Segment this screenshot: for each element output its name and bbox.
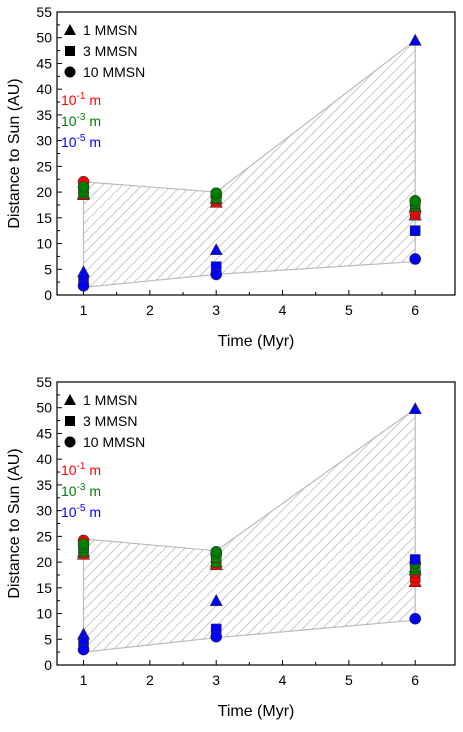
y-tick-label: 40 bbox=[36, 451, 52, 467]
y-tick-label: 5 bbox=[44, 261, 52, 277]
legend-square-icon bbox=[65, 416, 75, 426]
x-tick-label: 5 bbox=[345, 672, 353, 688]
legend-size-label: 10-1 m bbox=[61, 461, 101, 478]
y-tick-label: 0 bbox=[44, 657, 52, 673]
legend-size-label: 10-3 m bbox=[61, 482, 101, 499]
y-tick-label: 50 bbox=[36, 400, 52, 416]
x-axis-label: Time (Myr) bbox=[218, 703, 295, 720]
y-tick-label: 35 bbox=[36, 107, 52, 123]
y-tick-label: 40 bbox=[36, 81, 52, 97]
legend-square-icon bbox=[65, 46, 75, 56]
y-tick-label: 30 bbox=[36, 133, 52, 149]
y-tick-label: 20 bbox=[36, 554, 52, 570]
legend-marker-label: 3 MMSN bbox=[83, 413, 137, 429]
data-point-square bbox=[409, 554, 421, 565]
data-point-circle bbox=[77, 279, 90, 292]
data-point-circle bbox=[77, 181, 90, 193]
data-point-circle bbox=[210, 268, 222, 281]
x-tick-label: 6 bbox=[411, 302, 419, 318]
legend-size-label: 10-5 m bbox=[61, 133, 101, 150]
y-tick-label: 10 bbox=[36, 236, 52, 252]
y-tick-label: 15 bbox=[36, 210, 52, 226]
y-tick-label: 55 bbox=[36, 4, 52, 20]
y-tick-label: 30 bbox=[36, 503, 52, 519]
legend-marker-label: 1 MMSN bbox=[83, 22, 137, 38]
y-tick-label: 45 bbox=[36, 425, 52, 441]
x-tick-label: 4 bbox=[279, 302, 287, 318]
data-point-circle bbox=[409, 253, 422, 265]
y-tick-label: 25 bbox=[36, 158, 52, 174]
data-point-circle bbox=[210, 187, 222, 199]
plot-frame bbox=[56, 11, 456, 296]
legend-marker-label: 10 MMSN bbox=[83, 434, 145, 450]
legend-size-label: 10-3 m bbox=[61, 112, 101, 129]
data-point-circle bbox=[210, 545, 222, 558]
y-tick-label: 20 bbox=[36, 184, 52, 200]
legend-triangle-icon bbox=[64, 24, 76, 35]
x-tick-label: 6 bbox=[411, 672, 419, 688]
data-point-triangle bbox=[408, 33, 422, 46]
legend-size-label: 10-1 m bbox=[61, 91, 101, 108]
x-tick-label: 3 bbox=[212, 672, 220, 688]
y-tick-label: 5 bbox=[44, 631, 52, 647]
y-axis-label: Distance to Sun (AU) bbox=[6, 448, 23, 598]
legend-circle-icon bbox=[64, 436, 76, 448]
legend-marker-label: 3 MMSN bbox=[83, 43, 137, 59]
x-tick-label: 1 bbox=[80, 302, 88, 318]
data-point-triangle bbox=[408, 402, 422, 415]
x-tick-label: 5 bbox=[345, 302, 353, 318]
x-tick-label: 2 bbox=[146, 672, 154, 688]
y-tick-label: 55 bbox=[36, 374, 52, 390]
legend-marker-label: 1 MMSN bbox=[83, 392, 137, 408]
y-tick-label: 10 bbox=[36, 606, 52, 622]
data-point-triangle bbox=[209, 243, 223, 256]
y-tick-label: 50 bbox=[36, 30, 52, 46]
x-axis-label: Time (Myr) bbox=[218, 333, 295, 350]
data-point-circle bbox=[210, 630, 222, 643]
legend-triangle-icon bbox=[64, 394, 76, 405]
x-tick-label: 3 bbox=[212, 302, 220, 318]
data-point-square bbox=[409, 225, 421, 236]
y-tick-label: 45 bbox=[36, 55, 52, 71]
x-tick-label: 1 bbox=[80, 672, 88, 688]
plot-frame bbox=[56, 381, 456, 666]
data-point-triangle bbox=[209, 594, 223, 606]
data-point-circle bbox=[409, 195, 422, 207]
x-tick-label: 2 bbox=[146, 302, 154, 318]
legend-size-label: 10-5 m bbox=[61, 503, 101, 520]
legend-marker-label: 10 MMSN bbox=[83, 64, 145, 80]
y-axis-label: Distance to Sun (AU) bbox=[6, 78, 23, 228]
y-tick-label: 15 bbox=[36, 580, 52, 596]
y-tick-label: 0 bbox=[44, 287, 52, 303]
y-tick-label: 35 bbox=[36, 477, 52, 493]
legend-circle-icon bbox=[64, 66, 76, 78]
data-point-circle bbox=[77, 538, 90, 550]
data-point-circle bbox=[409, 612, 422, 625]
y-tick-label: 25 bbox=[36, 528, 52, 544]
x-tick-label: 4 bbox=[279, 672, 287, 688]
data-point-circle bbox=[77, 643, 90, 656]
